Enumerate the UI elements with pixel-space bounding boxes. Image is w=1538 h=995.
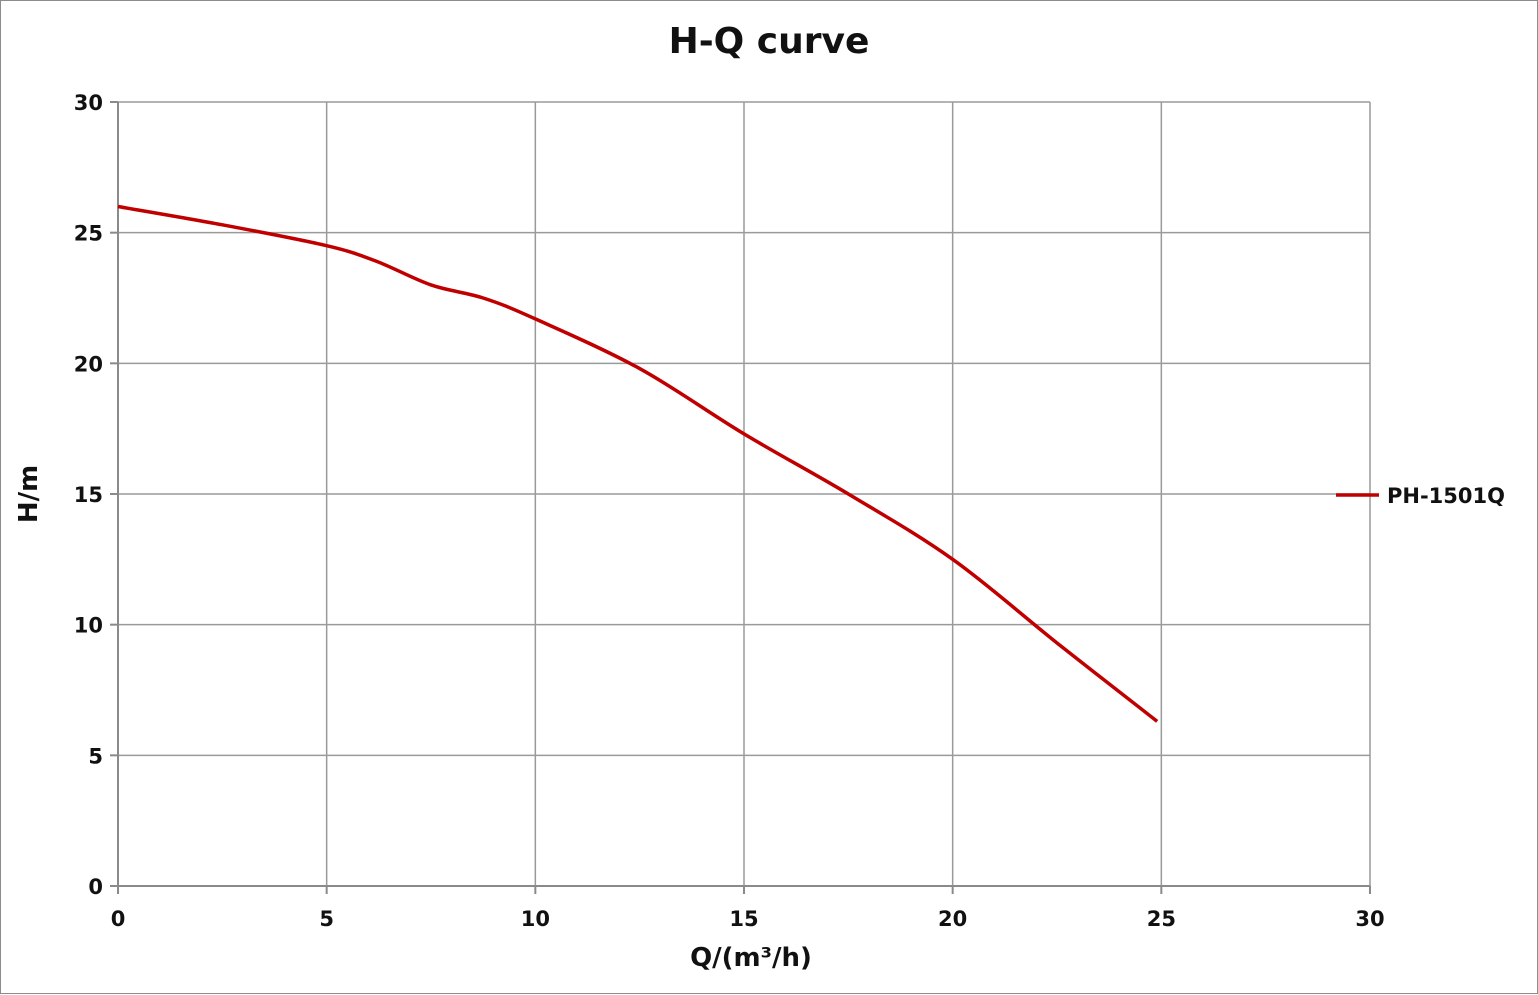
- legend: PH-1501Q: [1336, 484, 1505, 508]
- y-tick-label: 0: [88, 875, 103, 899]
- tick-labels: 0 5 10 15 20 25 30 0 5 10 15 20 25 30: [74, 91, 1385, 931]
- x-tick-label: 30: [1355, 907, 1384, 931]
- x-tick-label: 10: [521, 907, 550, 931]
- y-tick-label: 10: [74, 614, 103, 638]
- series: [117, 204, 1159, 723]
- y-tick-label: 25: [74, 222, 103, 246]
- legend-label-ph-1501q: PH-1501Q: [1387, 484, 1505, 508]
- chart-title: H-Q curve: [669, 21, 870, 62]
- y-tick-label: 20: [74, 352, 103, 376]
- y-tick-label: 30: [74, 91, 103, 115]
- axes: [110, 101, 1371, 894]
- y-tick-label: 15: [74, 483, 103, 507]
- x-tick-label: 0: [111, 907, 126, 931]
- series-line-ph-1501q: [117, 204, 1159, 723]
- x-axis-label: Q/(m³/h): [690, 943, 812, 973]
- y-axis-label: H/m: [14, 465, 44, 523]
- grid: [117, 101, 1371, 887]
- x-tick-label: 25: [1147, 907, 1176, 931]
- x-tick-label: 5: [319, 907, 334, 931]
- x-tick-label: 15: [729, 907, 758, 931]
- y-tick-label: 5: [88, 744, 103, 768]
- x-tick-label: 20: [938, 907, 967, 931]
